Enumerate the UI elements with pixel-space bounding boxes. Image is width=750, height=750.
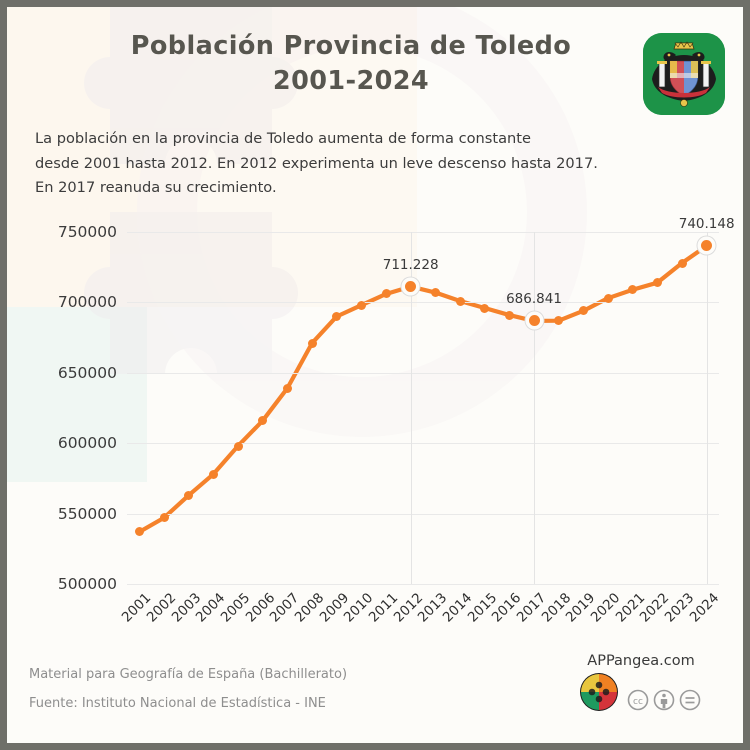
data-point-marker bbox=[504, 310, 514, 320]
data-point-marker bbox=[184, 490, 194, 500]
y-axis-tick-label: 700000 bbox=[57, 293, 117, 312]
data-point-marker bbox=[677, 258, 687, 268]
data-point-label: 711.228 bbox=[382, 256, 439, 273]
gridline-x bbox=[410, 232, 412, 585]
data-point-marker bbox=[701, 240, 713, 252]
footer: Material para Geografía de España (Bachi… bbox=[7, 649, 743, 743]
data-point-marker bbox=[430, 288, 440, 298]
plot-area: 500000 550000 600000 650000 700000 750000 2001… bbox=[58, 216, 735, 626]
description-text: La población en la provincia de Toledo a… bbox=[35, 127, 715, 200]
title-line-2: 2001-2024 bbox=[272, 66, 430, 97]
data-point-marker bbox=[307, 338, 317, 348]
cc-by-icon bbox=[653, 689, 674, 711]
data-point-marker bbox=[134, 527, 144, 537]
data-point-marker bbox=[233, 441, 243, 451]
appangea-puzzle-logo-icon bbox=[580, 673, 619, 711]
data-point-marker bbox=[578, 306, 588, 316]
brand-block[interactable]: APPangea.com cc bbox=[561, 653, 721, 716]
data-point-label: 686.841 bbox=[506, 290, 562, 307]
description-line-2: desde 2001 hasta 2012. En 2012 experimen… bbox=[35, 154, 598, 172]
svg-text:cc: cc bbox=[633, 697, 643, 707]
data-point-marker bbox=[208, 469, 218, 479]
y-axis-tick-label: 550000 bbox=[57, 504, 117, 523]
data-point-label: 740.148 bbox=[678, 215, 735, 232]
y-axis-tick-label: 500000 bbox=[57, 575, 117, 594]
data-point-marker bbox=[603, 293, 613, 303]
data-point-marker bbox=[455, 296, 465, 306]
gridline-y bbox=[127, 302, 719, 304]
data-point-marker bbox=[332, 312, 342, 321]
header: Población Provincia de Toledo 2001-2024 bbox=[7, 7, 743, 103]
data-point-marker bbox=[381, 289, 391, 299]
gridline-x bbox=[706, 232, 708, 585]
creative-commons-badges: cc bbox=[627, 689, 700, 711]
toledo-coat-of-arms-icon bbox=[643, 33, 725, 115]
data-point-marker bbox=[258, 416, 268, 426]
cc-nd-icon bbox=[679, 689, 700, 711]
title-line-1: Población Provincia de Toledo bbox=[130, 31, 572, 61]
brand-name[interactable]: APPangea.com bbox=[587, 653, 695, 669]
gridline-y bbox=[127, 443, 719, 445]
footer-source: Fuente: Instituto Nacional de Estadístic… bbox=[29, 696, 326, 711]
footer-material: Material para Geografía de España (Bachi… bbox=[29, 667, 348, 682]
data-point-marker bbox=[554, 316, 564, 326]
chart: 500000 550000 600000 650000 700000 750000 2001… bbox=[7, 216, 743, 638]
data-point-marker bbox=[652, 278, 662, 288]
cc-icon bbox=[627, 689, 648, 711]
y-axis-tick-label: 650000 bbox=[57, 363, 117, 382]
data-point-marker bbox=[159, 513, 169, 523]
description-line-3: En 2017 reanuda su crecimiento. bbox=[35, 178, 277, 196]
page-title: Población Provincia de Toledo 2001-2024 bbox=[7, 29, 743, 99]
y-axis-tick-label: 750000 bbox=[57, 223, 117, 242]
data-point-marker bbox=[480, 303, 490, 313]
data-point-marker bbox=[282, 383, 292, 393]
gridline-y bbox=[127, 232, 719, 234]
y-axis-tick-label: 600000 bbox=[57, 434, 117, 453]
gridline-y bbox=[127, 513, 719, 515]
gridline-x bbox=[534, 232, 535, 585]
data-point-marker bbox=[628, 285, 638, 295]
gridline-y bbox=[127, 584, 719, 586]
data-point-marker bbox=[528, 315, 540, 327]
description-line-1: La población en la provincia de Toledo a… bbox=[35, 130, 531, 148]
gridline-y bbox=[127, 372, 719, 374]
data-point-marker bbox=[356, 300, 366, 310]
